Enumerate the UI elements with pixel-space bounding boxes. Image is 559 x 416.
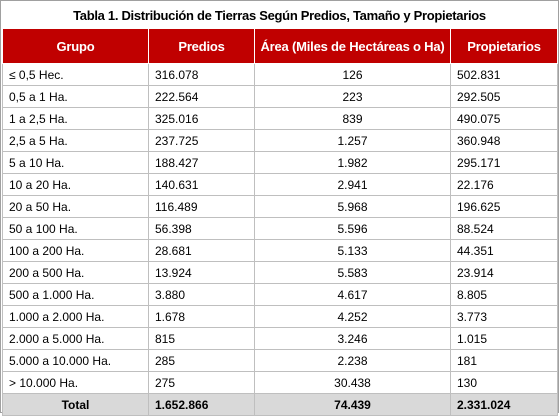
cell-propietarios: 22.176 xyxy=(450,173,558,196)
table-title: Tabla 1. Distribución de Tierras Según P… xyxy=(73,8,486,23)
cell-grupo: 10 a 20 Ha. xyxy=(2,173,149,196)
cell-propietarios: 196.625 xyxy=(450,195,558,218)
cell-propietarios: 23.914 xyxy=(450,261,558,284)
cell-grupo: 2.000 a 5.000 Ha. xyxy=(2,327,149,350)
cell-grupo: 200 a 500 Ha. xyxy=(2,261,149,284)
cell-propietarios: 1.015 xyxy=(450,327,558,350)
cell-predios: 140.631 xyxy=(148,173,255,196)
cell-propietarios: 490.075 xyxy=(450,107,558,130)
cell-area: 4.617 xyxy=(254,283,451,306)
cell-propietarios: 502.831 xyxy=(450,63,558,86)
cell-predios: 1.678 xyxy=(148,305,255,328)
cell-grupo: 100 a 200 Ha. xyxy=(2,239,149,262)
cell-predios: 222.564 xyxy=(148,85,255,108)
cell-predios: 285 xyxy=(148,349,255,372)
cell-grupo: ≤ 0,5 Hec. xyxy=(2,63,149,86)
cell-propietarios: 181 xyxy=(450,349,558,372)
total-row: Total 1.652.866 74.439 2.331.024 xyxy=(2,393,558,416)
cell-area: 74.439 xyxy=(254,393,451,416)
cell-propietarios: 130 xyxy=(450,371,558,394)
table-row: > 10.000 Ha. 275 30.438 130 xyxy=(2,371,558,394)
cell-area: 2.238 xyxy=(254,349,451,372)
cell-predios: 13.924 xyxy=(148,261,255,284)
table-row: 10 a 20 Ha. 140.631 2.941 22.176 xyxy=(2,173,558,196)
table-row: ≤ 0,5 Hec. 316.078 126 502.831 xyxy=(2,63,558,86)
cell-area: 223 xyxy=(254,85,451,108)
table-row: 500 a 1.000 Ha. 3.880 4.617 8.805 xyxy=(2,283,558,306)
table-row: 100 a 200 Ha. 28.681 5.133 44.351 xyxy=(2,239,558,262)
table-row: 5 a 10 Ha. 188.427 1.982 295.171 xyxy=(2,151,558,174)
land-distribution-table: Grupo Predios Área (Miles de Hectáreas o… xyxy=(2,28,558,416)
cell-predios: 316.078 xyxy=(148,63,255,86)
cell-area: 2.941 xyxy=(254,173,451,196)
header-propietarios: Propietarios xyxy=(450,28,558,64)
table-row: 20 a 50 Ha. 116.489 5.968 196.625 xyxy=(2,195,558,218)
cell-grupo: 2,5 a 5 Ha. xyxy=(2,129,149,152)
cell-predios: 28.681 xyxy=(148,239,255,262)
cell-area: 5.596 xyxy=(254,217,451,240)
cell-grupo: > 10.000 Ha. xyxy=(2,371,149,394)
cell-grupo: 0,5 a 1 Ha. xyxy=(2,85,149,108)
cell-area: 5.133 xyxy=(254,239,451,262)
cell-predios: 116.489 xyxy=(148,195,255,218)
cell-area: 1.982 xyxy=(254,151,451,174)
cell-predios: 188.427 xyxy=(148,151,255,174)
cell-propietarios: 44.351 xyxy=(450,239,558,262)
cell-area: 30.438 xyxy=(254,371,451,394)
cell-grupo: 500 a 1.000 Ha. xyxy=(2,283,149,306)
header-grupo: Grupo xyxy=(2,28,149,64)
cell-grupo: 1.000 a 2.000 Ha. xyxy=(2,305,149,328)
cell-propietarios: 3.773 xyxy=(450,305,558,328)
table-row: 50 a 100 Ha. 56.398 5.596 88.524 xyxy=(2,217,558,240)
cell-propietarios: 2.331.024 xyxy=(450,393,558,416)
cell-area: 5.968 xyxy=(254,195,451,218)
header-row: Grupo Predios Área (Miles de Hectáreas o… xyxy=(2,28,558,64)
cell-grupo: Total xyxy=(2,393,149,416)
cell-propietarios: 295.171 xyxy=(450,151,558,174)
table-body: ≤ 0,5 Hec. 316.078 126 502.831 0,5 a 1 Ha. 22… xyxy=(2,63,558,416)
table-row: 0,5 a 1 Ha. 222.564 223 292.505 xyxy=(2,85,558,108)
cell-grupo: 50 a 100 Ha. xyxy=(2,217,149,240)
cell-grupo: 5.000 a 10.000 Ha. xyxy=(2,349,149,372)
cell-predios: 275 xyxy=(148,371,255,394)
cell-area: 4.252 xyxy=(254,305,451,328)
cell-predios: 3.880 xyxy=(148,283,255,306)
cell-grupo: 20 a 50 Ha. xyxy=(2,195,149,218)
table-row: 5.000 a 10.000 Ha. 285 2.238 181 xyxy=(2,349,558,372)
cell-predios: 325.016 xyxy=(148,107,255,130)
cell-predios: 1.652.866 xyxy=(148,393,255,416)
table-row: 1.000 a 2.000 Ha. 1.678 4.252 3.773 xyxy=(2,305,558,328)
table-row: 1 a 2,5 Ha. 325.016 839 490.075 xyxy=(2,107,558,130)
cell-area: 126 xyxy=(254,63,451,86)
table-row: 200 a 500 Ha. 13.924 5.583 23.914 xyxy=(2,261,558,284)
cell-predios: 815 xyxy=(148,327,255,350)
cell-predios: 56.398 xyxy=(148,217,255,240)
cell-area: 3.246 xyxy=(254,327,451,350)
header-area: Área (Miles de Hectáreas o Ha) xyxy=(254,28,451,64)
cell-grupo: 1 a 2,5 Ha. xyxy=(2,107,149,130)
cell-propietarios: 292.505 xyxy=(450,85,558,108)
cell-propietarios: 8.805 xyxy=(450,283,558,306)
cell-propietarios: 88.524 xyxy=(450,217,558,240)
table-row: 2.000 a 5.000 Ha. 815 3.246 1.015 xyxy=(2,327,558,350)
cell-area: 1.257 xyxy=(254,129,451,152)
table-row: 2,5 a 5 Ha. 237.725 1.257 360.948 xyxy=(2,129,558,152)
cell-area: 839 xyxy=(254,107,451,130)
header-predios: Predios xyxy=(148,28,255,64)
cell-predios: 237.725 xyxy=(148,129,255,152)
cell-propietarios: 360.948 xyxy=(450,129,558,152)
cell-area: 5.583 xyxy=(254,261,451,284)
cell-grupo: 5 a 10 Ha. xyxy=(2,151,149,174)
